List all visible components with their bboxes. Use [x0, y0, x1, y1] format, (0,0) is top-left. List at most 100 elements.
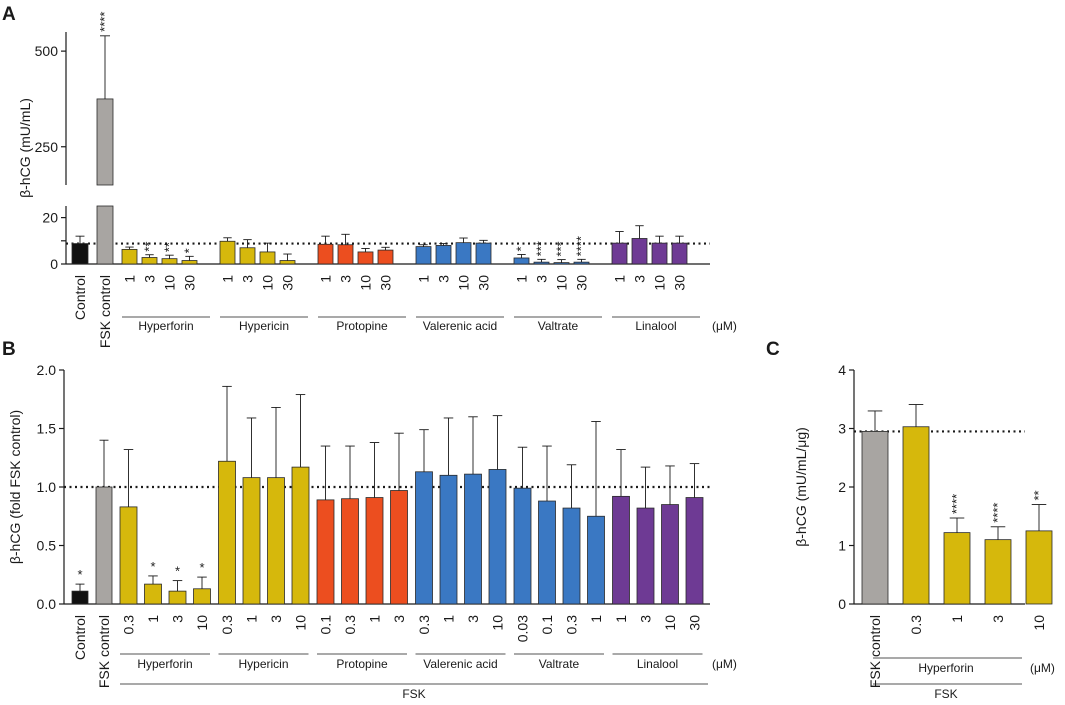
panel-b-dose-label: 1 [588, 615, 604, 623]
panel-a-sig-label: *** [534, 241, 549, 256]
panel-a-sig-label: **** [574, 236, 589, 256]
panel-c-hyperforin-bar [1025, 530, 1053, 605]
panel-b-group-label: Valerenic acid [423, 657, 497, 671]
panel-b-valtrate-bar [587, 515, 605, 605]
panel-a-sig-label: *** [554, 241, 569, 256]
panel-a-dose-label: 3 [632, 275, 648, 283]
panel-b-dose-label: 0.3 [416, 615, 432, 635]
panel-c-sig-label: ** [1031, 490, 1046, 500]
panel-a-protopine-bar [377, 249, 394, 265]
panel-b-dose-label: 1 [244, 615, 260, 623]
panel-b-linalool-bar [685, 497, 704, 605]
panel-b-dose-label: 0.3 [121, 615, 137, 635]
panel-a-dose-label: 3 [534, 275, 550, 283]
panel-c-dose-label: 3 [990, 615, 1006, 623]
panel-a-fsk-control-bar-lower [96, 205, 114, 265]
panel-b-sig-label: * [175, 564, 180, 579]
panel-c-group-label: Hyperforin [918, 661, 973, 675]
panel-a-valerenic-acid-bar [455, 242, 472, 265]
panel-b-y-tick-label: 1.0 [37, 479, 57, 495]
panel-a-hyperforin-bar [181, 260, 198, 265]
panel-b-valerenic-acid-bar [439, 474, 458, 605]
panel-b-dose-label: 30 [687, 615, 703, 631]
panel-a-valtrate-bar [513, 257, 530, 265]
panel-a-sig-label: * [514, 246, 529, 251]
panel-a-control-label: Control [72, 275, 88, 320]
panel-c-y-tick-label: 2 [838, 479, 846, 495]
panel-a-dose-label: 3 [338, 275, 354, 283]
panel-c-y-tick-label: 4 [838, 362, 846, 378]
panel-b-dose-label: 3 [638, 615, 654, 623]
panel-a-protopine-bar [357, 251, 374, 265]
panel-c-fsk-label: FSK [934, 687, 957, 701]
panel-b-dose-label: 1 [441, 615, 457, 623]
panel-b-dose-label: 3 [268, 615, 284, 623]
panel-a-hyperforin-bar [121, 248, 138, 265]
panel-a-y-axis-title: β-hCG (mU/mL) [17, 98, 33, 198]
panel-a-y-tick-label: 20 [42, 210, 58, 226]
panel-b-control-bar [71, 590, 89, 605]
panel-b-dose-label: 10 [662, 615, 678, 631]
panel-b-dose-label: 10 [293, 615, 309, 631]
panel-a-linalool-bar [651, 242, 668, 265]
panel-a-dose-label: 3 [240, 275, 256, 283]
panel-a-hypericin-bar [259, 251, 276, 265]
panel-a-dose-label: 30 [672, 275, 688, 291]
panel-a-dose-label: 10 [260, 275, 276, 291]
panel-b-dose-label: 3 [170, 615, 186, 623]
panel-b-fsk-label: FSK [402, 687, 425, 701]
panel-b-sig-label: * [199, 560, 204, 575]
panel-b-linalool-bar [612, 495, 630, 605]
panel-b-group-label: Hyperforin [137, 657, 192, 671]
panel-b-y-tick-label: 0.0 [37, 596, 57, 612]
panel-b-protopine-bar [365, 497, 384, 605]
panel-b-control-label: FSK control [96, 615, 112, 688]
panel-a-dose-label: 30 [574, 275, 590, 291]
panel-c-hyperforin-bar [943, 532, 971, 605]
panel-a-group-label: Hypericin [239, 319, 289, 333]
panel-b-dose-label: 10 [194, 615, 210, 631]
panel-a-dose-label: 1 [220, 275, 236, 283]
panel-a-dose-label: 1 [122, 275, 138, 283]
panel-b-group-label: Linalool [637, 657, 678, 671]
panel-a-dose-label: 1 [416, 275, 432, 283]
panel-a-linalool-bar [671, 242, 688, 265]
panel-a-hypericin-bar [239, 247, 256, 265]
panel-a-dose-label: 10 [162, 275, 178, 291]
panel-b-hypericin-bar [291, 466, 310, 605]
panel-b-dose-label: 3 [465, 615, 481, 623]
panel-a-linalool-bar [631, 238, 648, 265]
panel-a-control-bar [71, 243, 89, 265]
panel-b-protopine-bar [390, 490, 408, 605]
panel-b-dose-label: 1 [613, 615, 629, 623]
panel-a-dose-label: 3 [142, 275, 158, 283]
panel-a-valtrate-bar [573, 261, 590, 265]
panel-b-valtrate-bar [513, 487, 532, 605]
panel-b-dose-label: 0.1 [318, 615, 334, 635]
panel-a-dose-label: 10 [652, 275, 668, 291]
panel-a-y-tick-label: 500 [35, 43, 59, 59]
panel-c-unit-label: (μM) [1030, 661, 1055, 675]
panel-b-y-tick-label: 0.5 [37, 538, 57, 554]
panel-a-group-label: Linalool [635, 319, 676, 333]
panel-a-dose-label: 1 [318, 275, 334, 283]
panel-a-dose-label: 30 [182, 275, 198, 291]
panel-c-y-axis-title: β-hCG (mU/mL/μg) [793, 427, 809, 547]
panel-b-sig-label: * [150, 559, 155, 574]
panel-b-dose-label: 0.3 [219, 615, 235, 635]
panel-b-dose-label: 0.3 [342, 615, 358, 635]
panel-b-dose-label: 1 [145, 615, 161, 623]
panel-a-dose-label: 10 [456, 275, 472, 291]
panel-b-dose-label: 3 [391, 615, 407, 623]
panel-c-y-tick-label: 1 [838, 538, 846, 554]
panel-a-unit-label: (μM) [712, 319, 737, 333]
panel-b-unit-label: (μM) [712, 657, 737, 671]
panel-b-valtrate-bar [562, 507, 581, 605]
panel-letter-a: A [2, 4, 16, 25]
panel-b-hyperforin-bar [119, 506, 138, 605]
panel-c-y-tick-label: 0 [838, 596, 846, 612]
panel-b-hypericin-bar [218, 460, 236, 605]
panel-b-control-sig: * [77, 567, 82, 582]
